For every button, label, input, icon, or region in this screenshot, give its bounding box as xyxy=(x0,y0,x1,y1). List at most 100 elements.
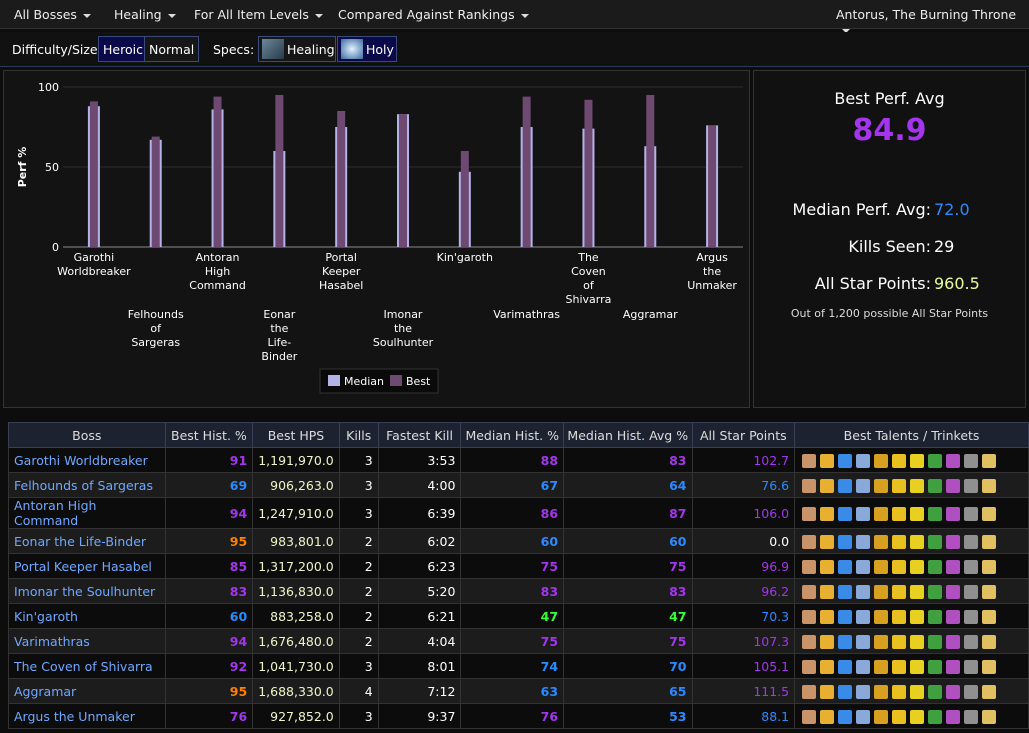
talent-icon xyxy=(838,659,853,674)
all-star-points: 88.1 xyxy=(691,703,796,729)
talent-icon xyxy=(928,609,943,624)
nav-dropdown[interactable]: Compared Against Rankings xyxy=(338,7,529,22)
all-star-points: 105.1 xyxy=(691,653,796,679)
talent-icon xyxy=(982,453,997,468)
talent-icon xyxy=(874,684,889,699)
legend-label: Best xyxy=(406,375,431,388)
kills: 4 xyxy=(338,678,379,704)
x-tick-label: Eonar the Life-Binder xyxy=(261,308,297,363)
talent-icon xyxy=(982,478,997,493)
spec-button[interactable]: Holy xyxy=(337,36,397,62)
talent-icon xyxy=(802,609,817,624)
talent-icon xyxy=(802,478,817,493)
best-hist: 95 xyxy=(164,678,254,704)
difficulty-button[interactable]: Heroic xyxy=(98,36,148,62)
talent-icon xyxy=(928,709,943,724)
all-star-points: 96.9 xyxy=(691,553,796,579)
talents xyxy=(794,528,1029,554)
specs-label: Specs: xyxy=(213,42,255,57)
median-hist: 88 xyxy=(460,447,565,473)
talent-icon xyxy=(892,609,907,624)
kills: 3 xyxy=(338,497,379,529)
best-hist: 94 xyxy=(164,497,254,529)
talent-icon xyxy=(982,584,997,599)
talent-icon xyxy=(802,584,817,599)
best-hps: 927,852.0 xyxy=(252,703,340,729)
fastest-kill: 6:23 xyxy=(377,553,462,579)
median-hist: 83 xyxy=(460,578,565,604)
bar xyxy=(337,111,346,247)
all-star-points: 111.5 xyxy=(691,678,796,704)
talent-icon xyxy=(856,634,871,649)
legend-label: Median xyxy=(344,375,384,388)
best-hist: 91 xyxy=(164,447,254,473)
talents xyxy=(794,678,1029,704)
talent-icon xyxy=(928,506,943,521)
median-avg: 64 xyxy=(563,472,693,498)
median-avg: 65 xyxy=(563,678,693,704)
talent-icon xyxy=(910,634,925,649)
zone-dropdown[interactable]: Antorus, The Burning Throne xyxy=(836,7,1029,37)
best-hps: 1,191,970.0 xyxy=(252,447,340,473)
difficulty-button[interactable]: Normal xyxy=(144,36,200,62)
best-value: 84.9 xyxy=(852,113,927,148)
median-hist: 47 xyxy=(460,603,565,629)
talent-icon xyxy=(946,634,961,649)
summary-panel: Best Perf. Avg 84.9 Median Perf. Avg: 72… xyxy=(753,70,1026,408)
column-header: Best Talents / Trinkets xyxy=(794,422,1029,448)
talent-icon xyxy=(820,506,835,521)
talent-icon xyxy=(820,559,835,574)
best-hps: 906,263.0 xyxy=(252,472,340,498)
boss-name: Garothi Worldbreaker xyxy=(8,447,166,473)
talent-icon xyxy=(838,559,853,574)
nav-dropdown[interactable]: For All Item Levels xyxy=(194,7,323,22)
talent-icon xyxy=(946,534,961,549)
median-avg: 60 xyxy=(563,528,693,554)
bar xyxy=(708,125,717,247)
header-row: Boss Best Hist. % Best HPS Kills Fastest Kil… xyxy=(8,422,1029,448)
talent-icon xyxy=(910,534,925,549)
talent-icon xyxy=(838,609,853,624)
bar xyxy=(213,96,222,247)
talent-icon xyxy=(928,584,943,599)
fastest-kill: 8:01 xyxy=(377,653,462,679)
talent-icon xyxy=(874,559,889,574)
x-tick-label: Garothi Worldbreaker xyxy=(57,251,131,278)
boss-row: Argus the Unmaker 76 927,852.0 3 9:37 76 53 88.… xyxy=(8,703,1029,729)
talent-icon xyxy=(928,634,943,649)
talent-icon xyxy=(820,709,835,724)
all-star-points: 0.0 xyxy=(691,528,796,554)
talent-icon xyxy=(874,634,889,649)
talents xyxy=(794,497,1029,529)
median-hist: 67 xyxy=(460,472,565,498)
median-hist: 63 xyxy=(460,678,565,704)
talent-icon xyxy=(892,659,907,674)
talent-icon xyxy=(982,659,997,674)
spec-button[interactable]: Healing xyxy=(258,36,336,62)
talent-icon xyxy=(838,684,853,699)
talent-icon xyxy=(856,506,871,521)
nav-dropdown[interactable]: All Bosses xyxy=(14,7,91,22)
x-tick-label: Imonar the Soulhunter xyxy=(373,308,434,349)
x-tick-label: Aggramar xyxy=(623,308,678,321)
talent-icon xyxy=(892,634,907,649)
talent-icon xyxy=(982,534,997,549)
nav-dropdown[interactable]: Healing xyxy=(114,7,176,22)
talents xyxy=(794,472,1029,498)
best-hist: 92 xyxy=(164,653,254,679)
talent-icon xyxy=(874,584,889,599)
talent-icon xyxy=(910,659,925,674)
talent-icon xyxy=(892,684,907,699)
talent-icon xyxy=(928,659,943,674)
boss-name: Argus the Unmaker xyxy=(8,703,166,729)
median-hist: 60 xyxy=(460,528,565,554)
median-avg: 87 xyxy=(563,497,693,529)
y-axis-label: Perf % xyxy=(16,147,29,188)
all-star-points: 70.3 xyxy=(691,603,796,629)
talent-icon xyxy=(928,684,943,699)
talents xyxy=(794,628,1029,654)
talents xyxy=(794,553,1029,579)
all-star-points: 96.2 xyxy=(691,578,796,604)
y-tick-label: 50 xyxy=(45,161,59,174)
